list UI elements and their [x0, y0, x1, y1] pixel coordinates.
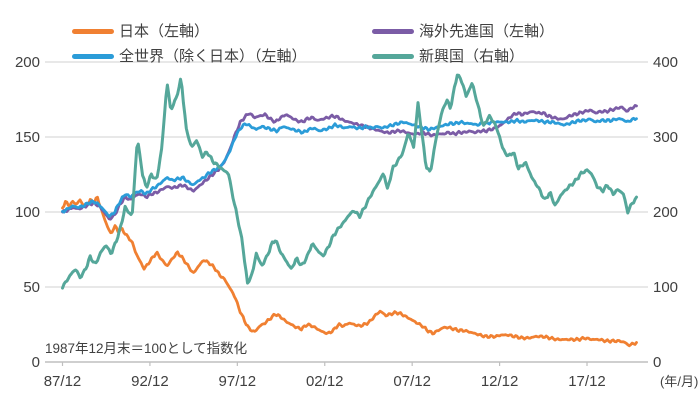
x-axis-label-02/12: 02/12 — [306, 373, 344, 390]
left-axis-label-200: 200 — [15, 54, 40, 71]
series-line-japan — [61, 195, 638, 348]
x-axis-unit-label: (年/月) — [660, 374, 698, 389]
x-axis-label-87/12: 87/12 — [44, 373, 82, 390]
right-axis-label-100: 100 — [653, 279, 678, 296]
x-axis-label-12/12: 12/12 — [481, 373, 519, 390]
right-axis-label-300: 300 — [653, 129, 678, 146]
left-axis-label-0: 0 — [32, 354, 40, 371]
left-axis-label-150: 150 — [15, 129, 40, 146]
series-line-developed — [61, 104, 638, 221]
series-line-emerging — [61, 73, 638, 290]
right-axis-label-400: 400 — [653, 54, 678, 71]
right-axis-label-200: 200 — [653, 204, 678, 221]
index-base-note: 1987年12月末＝100として指数化 — [45, 341, 247, 356]
x-axis-label-97/12: 97/12 — [219, 373, 257, 390]
left-axis-label-100: 100 — [15, 204, 40, 221]
series-line-world_ex_japan — [61, 116, 638, 219]
left-axis-label-50: 50 — [23, 279, 40, 296]
x-axis-label-92/12: 92/12 — [131, 373, 169, 390]
x-axis-label-17/12: 17/12 — [568, 373, 606, 390]
x-axis-label-07/12: 07/12 — [393, 373, 431, 390]
right-axis-label-0: 0 — [653, 354, 661, 371]
